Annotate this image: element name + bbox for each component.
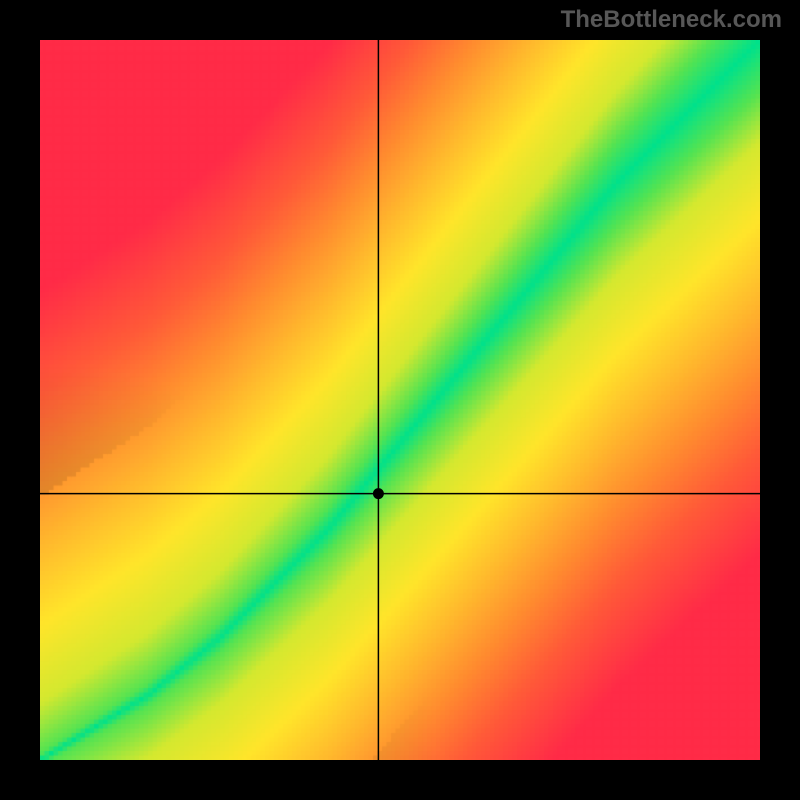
bottleneck-heatmap bbox=[40, 40, 760, 760]
watermark-text: TheBottleneck.com bbox=[561, 6, 782, 34]
chart-container: TheBottleneck.com bbox=[0, 0, 800, 800]
